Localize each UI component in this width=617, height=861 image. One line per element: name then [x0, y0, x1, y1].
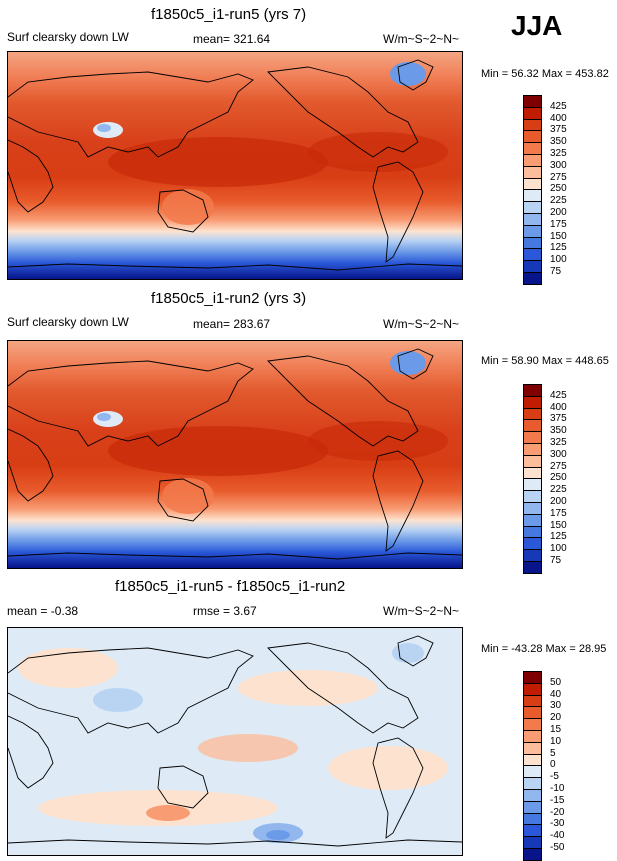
- colorbar-swatch: [523, 848, 542, 861]
- panel1-mean-label: mean= 321.64: [193, 32, 271, 46]
- colorbar-tick-label: 175: [550, 218, 567, 230]
- colorbar-tick-label: 175: [550, 507, 567, 519]
- colorbar-tick-label: -10: [550, 783, 565, 794]
- colorbar-tick-label: 375: [550, 124, 567, 136]
- colorbar-swatch: [523, 272, 542, 285]
- colorbar-tick-label: 75: [550, 266, 562, 277]
- colorbar-tick-label: 275: [550, 171, 567, 183]
- colorbar-tick-label: 75: [550, 555, 562, 566]
- colorbar-tick-label: 225: [550, 484, 567, 496]
- panel1-variable-label: Surf clearsky down LW: [7, 30, 129, 44]
- colorbar-tick-label: 275: [550, 460, 567, 472]
- colorbar-tick-label: 325: [550, 437, 567, 448]
- colorbar-tick-label: 300: [550, 448, 567, 460]
- panel1-map-graphic: [8, 52, 462, 279]
- colorbar-tick-label: 125: [550, 531, 567, 543]
- colorbar-tick-label: 425: [550, 100, 567, 112]
- colorbar-tick-label: 200: [550, 496, 567, 507]
- colorbar-tick-label: 50: [550, 676, 562, 688]
- colorbar-tick-label: 250: [550, 472, 567, 484]
- colorbar-tick-label: 225: [550, 195, 567, 207]
- colorbar-tick-label: 350: [550, 425, 567, 437]
- panel3-units-label: W/m~S~2~N~: [383, 604, 460, 618]
- colorbar-tick-label: -5: [550, 771, 559, 783]
- colorbar-tick-label: 375: [550, 413, 567, 425]
- panel1-title: f1850c5_i1-run5 (yrs 7): [151, 6, 307, 23]
- panel3-map-graphic: [8, 628, 462, 855]
- colorbar-tick-label: 100: [550, 543, 567, 555]
- colorbar-tick-label: 250: [550, 183, 567, 195]
- colorbar-tick-label: 400: [550, 112, 567, 124]
- panel2-variable-label: Surf clearsky down LW: [7, 315, 129, 329]
- panel3-minmax-label: Min = -43.28 Max = 28.95: [481, 643, 607, 655]
- colorbar-tick-label: -40: [550, 830, 565, 842]
- panel1-units-label: W/m~S~2~N~: [383, 32, 460, 46]
- colorbar-swatch: [523, 561, 542, 574]
- panel2-map: [7, 340, 463, 569]
- colorbar-tick-label: 5: [550, 747, 556, 759]
- panel3-title: f1850c5_i1-run5 - f1850c5_i1-run2: [115, 578, 346, 595]
- panel2-map-graphic: [8, 341, 462, 568]
- colorbar-tick-label: 100: [550, 254, 567, 266]
- colorbar-tick-label: 150: [550, 519, 567, 531]
- colorbar-tick-label: -20: [550, 806, 565, 818]
- colorbar-tick-label: 15: [550, 724, 562, 735]
- panel3-rmse-label: rmse = 3.67: [193, 604, 257, 618]
- colorbar-tick-label: 150: [550, 230, 567, 242]
- colorbar-tick-label: -30: [550, 818, 565, 830]
- panel3-map: [7, 627, 463, 856]
- season-label: JJA: [511, 10, 563, 41]
- panel2-mean-label: mean= 283.67: [193, 317, 271, 331]
- colorbar-tick-label: 350: [550, 136, 567, 148]
- panel3-mean-label: mean = -0.38: [7, 604, 79, 618]
- colorbar-tick-label: 40: [550, 688, 562, 700]
- colorbar-tick-label: 10: [550, 735, 562, 747]
- colorbar-tick-label: -50: [550, 842, 565, 853]
- colorbar-tick-label: 425: [550, 389, 567, 401]
- panel2-minmax-label: Min = 58.90 Max = 448.65: [481, 355, 609, 367]
- panel2-title: f1850c5_i1-run2 (yrs 3): [151, 290, 307, 307]
- colorbar-tick-label: 0: [550, 759, 556, 771]
- panel1-minmax-label: Min = 56.32 Max = 453.82: [481, 68, 609, 80]
- colorbar-tick-label: 200: [550, 207, 567, 218]
- colorbar-tick-label: 125: [550, 242, 567, 254]
- colorbar-tick-label: 20: [550, 712, 562, 724]
- colorbar-tick-label: 325: [550, 148, 567, 159]
- colorbar-tick-label: 300: [550, 159, 567, 171]
- colorbar-tick-label: -15: [550, 794, 565, 806]
- colorbar-tick-label: 30: [550, 700, 562, 712]
- panel1-map: [7, 51, 463, 280]
- panel2-units-label: W/m~S~2~N~: [383, 317, 460, 331]
- colorbar-tick-label: 400: [550, 401, 567, 413]
